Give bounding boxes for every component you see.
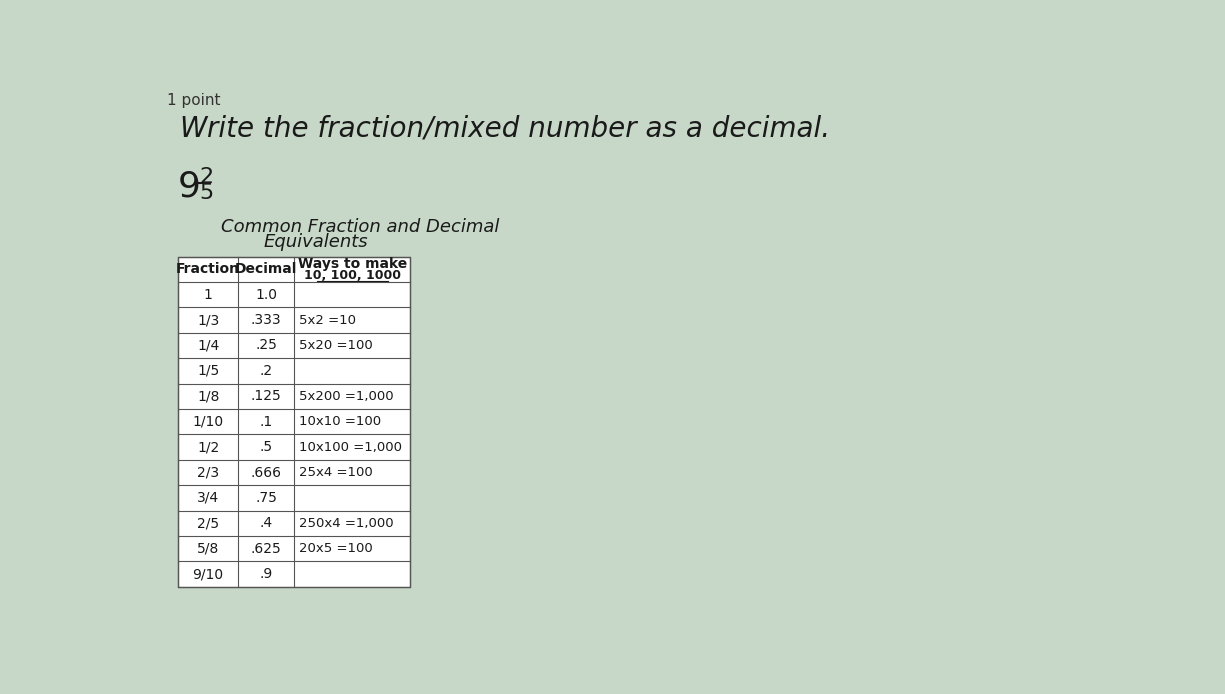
Text: .75: .75 [255, 491, 277, 505]
Text: 10x10 =100: 10x10 =100 [299, 415, 381, 428]
Text: 1 point: 1 point [167, 92, 220, 108]
Text: .9: .9 [260, 567, 273, 581]
Text: 10x100 =1,000: 10x100 =1,000 [299, 441, 402, 454]
Text: 2/3: 2/3 [197, 466, 219, 480]
Text: 250x4 =1,000: 250x4 =1,000 [299, 517, 393, 530]
Text: Write the fraction/mixed number as a decimal.: Write the fraction/mixed number as a dec… [180, 114, 831, 142]
Text: 3/4: 3/4 [197, 491, 219, 505]
Text: Equivalents: Equivalents [263, 233, 369, 251]
Text: 1.0: 1.0 [255, 287, 277, 302]
Text: 1/5: 1/5 [197, 364, 219, 378]
Text: 1/2: 1/2 [197, 440, 219, 454]
Text: Decimal: Decimal [235, 262, 298, 276]
Bar [178, 257, 410, 587]
Text: .5: .5 [260, 440, 273, 454]
Text: 1: 1 [203, 287, 213, 302]
Text: .125: .125 [251, 389, 282, 403]
Text: .333: .333 [251, 313, 282, 327]
Text: .4: .4 [260, 516, 273, 530]
Text: 5x200 =1,000: 5x200 =1,000 [299, 390, 393, 403]
Text: 5x20 =100: 5x20 =100 [299, 339, 372, 352]
Text: 20x5 =100: 20x5 =100 [299, 542, 372, 555]
Text: Common Fraction and Decimal: Common Fraction and Decimal [222, 218, 500, 236]
Text: 2/5: 2/5 [197, 516, 219, 530]
Text: Ways to make: Ways to make [298, 257, 407, 271]
Text: .25: .25 [255, 339, 277, 353]
Text: 9: 9 [178, 169, 201, 203]
Text: .625: .625 [251, 542, 282, 556]
Text: 10, 100, 1000: 10, 100, 1000 [304, 269, 401, 282]
Text: 5: 5 [200, 183, 214, 203]
Text: 1/8: 1/8 [197, 389, 219, 403]
Text: 5/8: 5/8 [197, 542, 219, 556]
Text: 2: 2 [200, 167, 213, 187]
Text: Fraction: Fraction [176, 262, 240, 276]
Text: 9/10: 9/10 [192, 567, 224, 581]
Text: 1/4: 1/4 [197, 339, 219, 353]
Text: .666: .666 [251, 466, 282, 480]
Text: .2: .2 [260, 364, 273, 378]
Text: 1/3: 1/3 [197, 313, 219, 327]
Text: .1: .1 [260, 415, 273, 429]
Text: 25x4 =100: 25x4 =100 [299, 466, 372, 479]
Text: 5x2 =10: 5x2 =10 [299, 314, 355, 327]
Text: 1/10: 1/10 [192, 415, 224, 429]
